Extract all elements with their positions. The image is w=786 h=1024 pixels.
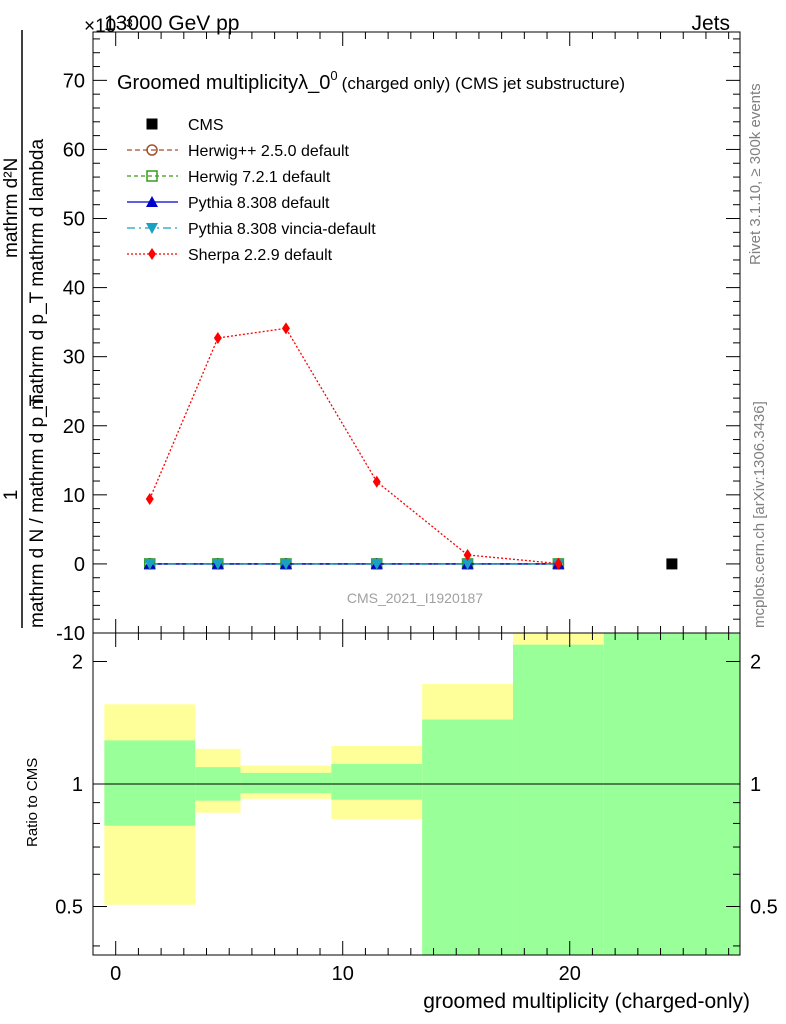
ratio-panel: 0.5 0.51 12 20 10 20 Ratio to CMS groomed mul… <box>24 632 778 1013</box>
ylabel-pre-num: 1 <box>1 490 22 501</box>
point-sherpa <box>281 322 290 335</box>
point-vincia <box>370 558 383 570</box>
ratio-y-tick-label-right: 1 <box>750 774 761 796</box>
mcplots-label: mcplots.cern.ch [arXiv:1306.3436] <box>751 401 768 628</box>
point-sherpa <box>213 332 222 345</box>
ratio-ticks: 0.5 0.51 12 20 10 20 <box>55 633 778 985</box>
legend-label-pythia: Pythia 8.308 default <box>188 195 330 212</box>
ylabel-den: mathrm d p_T mathrm d lambda <box>27 139 48 410</box>
legend-marker-pythia <box>146 196 158 207</box>
ratio-y-tick-label: 0.5 <box>55 896 83 918</box>
ratio-y-tick-label-right: 2 <box>750 652 761 674</box>
legend-label-herwigpp: Herwig++ 2.5.0 default <box>188 143 350 160</box>
point-vincia <box>211 558 224 570</box>
ratio-ylabel: Ratio to CMS <box>24 758 41 847</box>
y-tick-label: 30 <box>63 347 85 369</box>
title-main: Groomed multiplicity <box>117 72 298 94</box>
main-series <box>143 322 678 570</box>
x-tick-label: 0 <box>110 963 121 985</box>
ratio-band-green <box>422 719 513 955</box>
y-tick-label: 50 <box>63 209 85 231</box>
main-panel: -10 0 10 20 30 40 50 60 70 Groomed multiplicityλ… <box>56 31 741 645</box>
legend-label-data: CMS <box>188 117 224 134</box>
point-vincia <box>143 558 156 570</box>
legend-label-vincia: Pythia 8.308 vincia-default <box>188 221 376 238</box>
legend-marker-data <box>146 118 158 130</box>
header-process: 13000 GeV pp <box>104 12 239 35</box>
series-vincia <box>143 558 565 570</box>
ratio-band-green <box>603 633 740 955</box>
title-lambda: λ_0 <box>298 72 330 94</box>
title-tail: (charged only) (CMS jet substructure) <box>342 74 625 93</box>
y-tick-label: 0 <box>74 554 85 576</box>
title-sup: 0 <box>330 68 337 83</box>
point-data <box>666 558 678 570</box>
y-tick-label: 20 <box>63 416 85 438</box>
main-y-ticks: -10 0 10 20 30 40 50 60 70 <box>56 32 740 645</box>
legend-entry-herwigpp: Herwig++ 2.5.0 default <box>127 143 350 160</box>
point-sherpa <box>145 492 154 505</box>
point-vincia <box>279 558 292 570</box>
legend-entry-pythia: Pythia 8.308 default <box>127 195 330 212</box>
legend-label-sherpa: Sherpa 2.2.9 default <box>188 247 333 264</box>
y-tick-label: -10 <box>56 623 85 645</box>
legend-entry-sherpa: Sherpa 2.2.9 default <box>127 247 333 264</box>
ratio-y-tick-label: 2 <box>72 652 83 674</box>
header-exponent: ×10⁻³ <box>84 16 133 37</box>
ratio-band-green <box>104 740 196 826</box>
x-tick-label: 10 <box>332 963 354 985</box>
point-vincia <box>461 558 474 570</box>
ylabel-num: mathrm d²N <box>1 158 22 258</box>
ratio-bands <box>93 633 740 955</box>
legend-marker-herwig7 <box>146 170 158 182</box>
legend-entry-herwig7: Herwig 7.2.1 default <box>127 169 331 186</box>
ratio-frame <box>92 632 741 956</box>
ratio-y-tick-label-right: 0.5 <box>750 896 778 918</box>
legend-label-herwig7: Herwig 7.2.1 default <box>188 169 331 186</box>
point-sherpa <box>554 557 563 570</box>
ratio-band-green <box>512 644 604 955</box>
legend: CMS Herwig++ 2.5.0 default Herwig 7.2.1 de… <box>127 117 376 264</box>
rivet-label: Rivet 3.1.10, ≥ 300k events <box>747 83 764 265</box>
point-sherpa <box>463 548 472 561</box>
header-category: Jets <box>691 12 730 35</box>
y-tick-label: 70 <box>63 70 85 92</box>
y-tick-label: 40 <box>63 278 85 300</box>
plot-title-text: Groomed multiplicityλ_00 (charged only) (… <box>117 68 625 94</box>
legend-entry-data: CMS <box>146 117 224 134</box>
y-tick-label: 60 <box>63 139 85 161</box>
y-tick-label: 10 <box>63 485 85 507</box>
ratio-band-green <box>240 772 332 794</box>
main-ylabel: 1 mathrm d N / mathrm d p_T mathrm d²N m… <box>1 30 48 628</box>
ratio-band-green <box>331 763 423 800</box>
series-sherpa <box>145 322 563 570</box>
x-tick-label: 20 <box>559 963 581 985</box>
legend-marker-vincia <box>146 223 158 234</box>
legend-marker-herwigpp <box>146 144 158 156</box>
point-sherpa <box>372 475 381 488</box>
series-data <box>666 558 678 570</box>
watermark: CMS_2021_I1920187 <box>347 590 483 606</box>
ylabel-pre-den: mathrm d N / mathrm d p_T <box>27 394 48 628</box>
series-line-sherpa <box>149 327 559 565</box>
legend-entry-vincia: Pythia 8.308 vincia-default <box>127 221 376 238</box>
ratio-xlabel: groomed multiplicity (charged-only) <box>423 990 750 1013</box>
legend-marker-sherpa <box>148 248 156 260</box>
ratio-y-tick-label: 1 <box>72 774 83 796</box>
plot-title: Groomed multiplicityλ_00 (charged only) (… <box>117 68 625 94</box>
